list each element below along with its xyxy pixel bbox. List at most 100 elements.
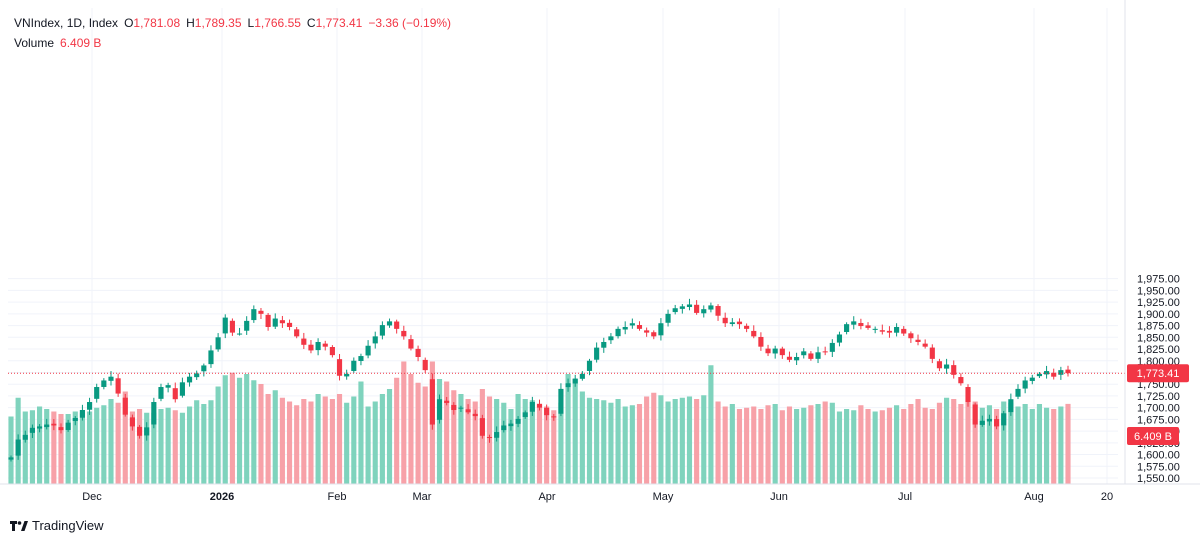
candle-up	[101, 378, 107, 390]
volume-bar	[215, 386, 221, 484]
volume-bar	[258, 384, 264, 484]
candle-down	[265, 313, 271, 331]
candle-down	[258, 307, 264, 320]
volume-bar	[458, 394, 464, 484]
candle-up	[151, 397, 157, 429]
volume-bar	[779, 410, 785, 484]
volume-bar	[272, 390, 278, 484]
candle-up	[894, 323, 900, 337]
candle-up	[594, 342, 600, 363]
candle-down	[936, 358, 943, 372]
volume-bar	[922, 407, 928, 484]
candle-down	[286, 319, 293, 331]
candle-up	[236, 327, 243, 336]
y-tick-label: 1,725.00	[1137, 391, 1180, 403]
volume-bar	[36, 406, 43, 484]
volume-bar	[301, 399, 307, 484]
volume-bar	[986, 405, 993, 484]
candle-up	[658, 318, 664, 341]
low-value: 1,766.55	[254, 16, 301, 30]
y-tick-label: 1,550.00	[1137, 473, 1180, 485]
volume-bar	[851, 410, 857, 484]
volume-bar	[1001, 401, 1007, 484]
candle-down	[736, 318, 743, 329]
volume-bar	[558, 402, 564, 484]
volume-bar	[336, 394, 343, 484]
volume-bar	[415, 382, 421, 484]
last-volume-label: 6.409 B	[1134, 431, 1172, 443]
close-value: 1,773.41	[315, 16, 363, 30]
candle-up	[1022, 376, 1028, 394]
volume-bar	[279, 397, 285, 484]
candle-up	[615, 326, 621, 339]
volume-bar	[894, 405, 900, 484]
volume-bar	[715, 401, 721, 484]
candle-down	[544, 404, 550, 421]
tradingview-brand[interactable]: TradingView	[10, 518, 104, 533]
price-candles	[8, 298, 1071, 462]
volume-bar	[772, 404, 778, 484]
candle-down	[922, 339, 928, 349]
volume-bar	[1058, 406, 1064, 484]
candle-up	[315, 338, 321, 356]
candle-up	[1029, 374, 1035, 385]
chart-legend: VNIndex, 1D, Index O1,781.08 H1,789.35 L1,7…	[14, 14, 451, 52]
volume-bar	[286, 401, 293, 484]
candle-down	[401, 325, 407, 340]
candle-up	[22, 430, 28, 443]
volume-bar	[844, 409, 850, 484]
volume-bar	[994, 409, 1000, 484]
candle-up	[1008, 393, 1014, 416]
volume-bar	[608, 402, 614, 484]
candle-up	[844, 322, 850, 335]
candle-down	[965, 384, 971, 407]
candle-up	[672, 304, 678, 315]
change-value: −3.36 (−0.19%)	[368, 16, 452, 30]
candle-up	[772, 345, 778, 359]
volume-bar	[651, 392, 657, 484]
candle-down	[636, 321, 643, 331]
candle-up	[72, 416, 78, 426]
last-volume-badge: 6.409 B	[1127, 427, 1179, 445]
candle-down	[301, 332, 307, 350]
volume-bar	[908, 404, 914, 484]
volume-bar	[44, 409, 50, 484]
candle-up	[851, 316, 857, 330]
volume-bar	[758, 409, 764, 484]
candle-up	[86, 397, 93, 415]
candle-down	[129, 414, 135, 431]
volume-bar	[86, 411, 93, 484]
volume-bar	[572, 379, 578, 484]
volume-label[interactable]: Volume	[14, 36, 55, 50]
volume-bar	[379, 394, 385, 484]
candle-down	[808, 351, 814, 361]
symbol-label[interactable]: VNIndex, 1D, Index	[14, 16, 119, 30]
y-tick-label: 1,825.00	[1137, 344, 1180, 356]
candle-down	[651, 330, 657, 340]
candle-down	[822, 346, 828, 356]
x-tick-label: Apr	[538, 491, 555, 503]
volume-bar	[801, 407, 807, 484]
volume-bar	[529, 400, 535, 484]
candle-down	[886, 326, 893, 338]
volume-bar	[565, 374, 571, 484]
candle-up	[729, 318, 735, 327]
y-tick-label: 1,600.00	[1137, 450, 1180, 462]
volume-bar	[58, 414, 64, 484]
volume-bar	[622, 406, 628, 484]
volume-bar	[679, 397, 685, 484]
volume-bar	[451, 390, 457, 484]
volume-bar	[536, 405, 543, 484]
candle-up	[165, 382, 171, 393]
candle-down	[336, 353, 343, 381]
volume-bar	[886, 407, 893, 484]
candle-up	[94, 383, 100, 403]
volume-bar	[722, 406, 728, 484]
candle-up	[679, 304, 685, 314]
volume-bar	[944, 397, 950, 484]
x-tick-label: 20	[1101, 491, 1113, 503]
candle-up	[579, 371, 585, 381]
candle-up	[79, 404, 85, 421]
candle-down	[915, 334, 921, 346]
